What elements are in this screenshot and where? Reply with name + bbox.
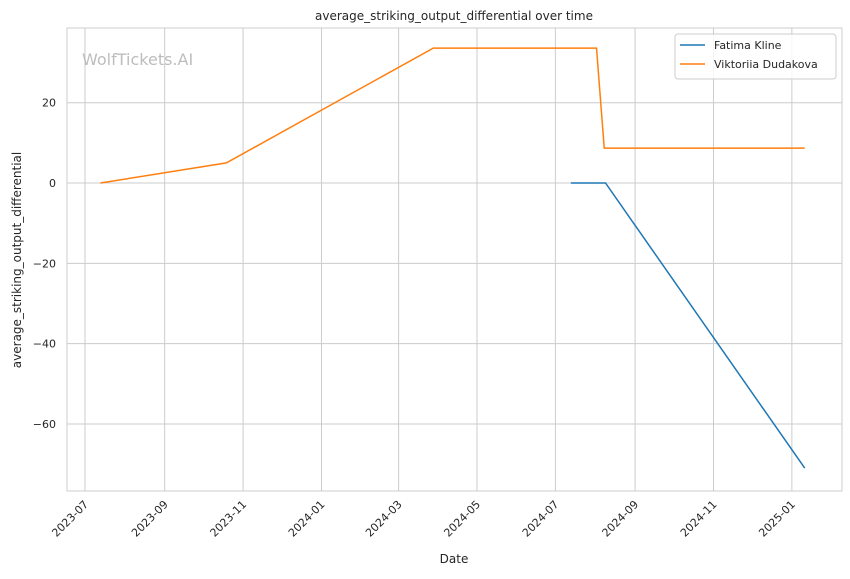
x-tick-label: 2024-11 <box>678 498 720 540</box>
plot-area-frame <box>66 27 843 492</box>
x-tick-label: 2023-09 <box>129 498 171 540</box>
y-tick-labels: 20 0 −20 −40 −60 <box>33 97 56 431</box>
x-tick-label: 2023-07 <box>49 498 91 540</box>
legend: Fatima Kline Viktoriia Dudakova <box>674 33 837 80</box>
series-line-viktoriia-dudakova <box>100 47 805 184</box>
series-line-fatima-kline <box>570 182 806 469</box>
x-tick-label: 2024-05 <box>441 498 483 540</box>
x-tick-label: 2024-03 <box>363 498 405 540</box>
grid <box>67 28 842 491</box>
y-tick-label: 0 <box>49 177 56 190</box>
y-tick-label: 20 <box>42 97 56 110</box>
chart-title: average_striking_output_differential ove… <box>315 9 593 23</box>
series-lines <box>100 47 806 469</box>
y-tick-label: −20 <box>33 257 56 270</box>
x-tick-label: 2024-01 <box>286 498 328 540</box>
legend-box <box>674 33 837 80</box>
watermark: WolfTickets.AI <box>82 50 193 69</box>
x-tick-label: 2023-11 <box>208 498 250 540</box>
x-axis-label: Date <box>440 552 469 566</box>
x-tick-label: 2024-09 <box>600 498 642 540</box>
legend-label-viktoriia-dudakova: Viktoriia Dudakova <box>714 58 818 71</box>
y-tick-label: −60 <box>33 418 56 431</box>
y-tick-label: −40 <box>33 338 56 351</box>
legend-label-fatima-kline: Fatima Kline <box>714 39 782 52</box>
x-tick-labels: 2023-07 2023-09 2023-11 2024-01 2024-03 2024-… <box>49 498 798 540</box>
x-tick-label: 2024-07 <box>520 498 562 540</box>
y-axis-label: average_striking_output_differential <box>10 152 24 368</box>
x-tick-label: 2025-01 <box>756 498 798 540</box>
